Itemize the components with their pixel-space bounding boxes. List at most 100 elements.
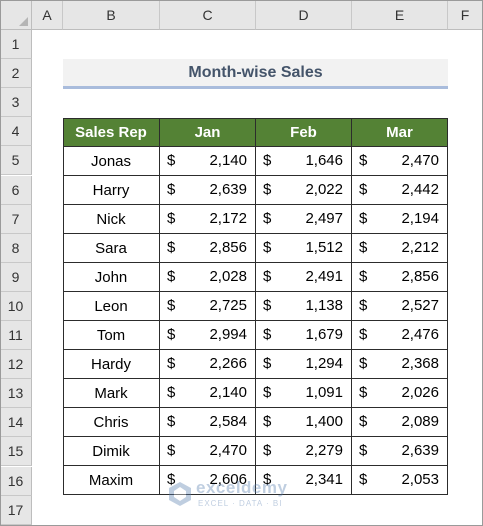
sales-rep-cell[interactable]: Dimik bbox=[63, 437, 160, 466]
mar-sales-cell[interactable]: $2,053 bbox=[352, 466, 448, 495]
sheet-title: Month-wise Sales bbox=[188, 63, 323, 81]
feb-sales-cell[interactable]: $2,022 bbox=[256, 176, 352, 205]
jan-sales-cell[interactable]: $2,140 bbox=[160, 379, 256, 408]
title-underline bbox=[63, 86, 448, 89]
mar-sales-cell[interactable]: $2,476 bbox=[352, 321, 448, 350]
column-header-c[interactable]: C bbox=[160, 0, 256, 30]
row-header-3[interactable]: 3 bbox=[0, 88, 32, 118]
sales-rep-cell[interactable]: Hardy bbox=[63, 350, 160, 379]
feb-sales-cell[interactable]: $2,497 bbox=[256, 205, 352, 234]
sales-value: 2,527 bbox=[401, 297, 439, 314]
column-header-d[interactable]: D bbox=[256, 0, 352, 30]
row-header-16[interactable]: 16 bbox=[0, 466, 32, 496]
mar-sales-cell[interactable]: $2,639 bbox=[352, 437, 448, 466]
sales-value: 2,725 bbox=[209, 297, 247, 314]
feb-sales-cell[interactable]: $1,138 bbox=[256, 292, 352, 321]
feb-sales-cell[interactable]: $2,341 bbox=[256, 466, 352, 495]
sales-rep-cell[interactable]: Tom bbox=[63, 321, 160, 350]
sales-rep-cell[interactable]: Leon bbox=[63, 292, 160, 321]
sales-value: 2,341 bbox=[305, 471, 343, 488]
row-header-4[interactable]: 4 bbox=[0, 117, 32, 147]
row-header-7[interactable]: 7 bbox=[0, 204, 32, 234]
row-header-6[interactable]: 6 bbox=[0, 175, 32, 205]
sales-rep-cell[interactable]: Mark bbox=[63, 379, 160, 408]
feb-sales-cell[interactable]: $1,091 bbox=[256, 379, 352, 408]
feb-sales-cell[interactable]: $2,279 bbox=[256, 437, 352, 466]
row-header-12[interactable]: 12 bbox=[0, 350, 32, 380]
currency-symbol: $ bbox=[167, 471, 176, 488]
sales-rep-cell[interactable]: John bbox=[63, 263, 160, 292]
jan-sales-cell[interactable]: $2,725 bbox=[160, 292, 256, 321]
sales-rep-cell[interactable]: Harry bbox=[63, 176, 160, 205]
sales-rep-cell[interactable]: Sara bbox=[63, 234, 160, 263]
watermark: exceldemy EXCEL · DATA · BI bbox=[168, 478, 318, 512]
jan-sales-cell[interactable]: $2,584 bbox=[160, 408, 256, 437]
column-header-f[interactable]: F bbox=[448, 0, 483, 30]
sales-value: 1,512 bbox=[305, 239, 343, 256]
row-header-10[interactable]: 10 bbox=[0, 291, 32, 321]
feb-sales-cell[interactable]: $1,679 bbox=[256, 321, 352, 350]
jan-sales-cell[interactable]: $2,606 bbox=[160, 466, 256, 495]
table-header-feb[interactable]: Feb bbox=[256, 118, 352, 147]
currency-symbol: $ bbox=[167, 355, 176, 372]
sales-rep-cell[interactable]: Chris bbox=[63, 408, 160, 437]
row-header-17[interactable]: 17 bbox=[0, 495, 32, 525]
mar-sales-cell[interactable]: $2,527 bbox=[352, 292, 448, 321]
mar-sales-cell[interactable]: $2,442 bbox=[352, 176, 448, 205]
currency-symbol: $ bbox=[263, 239, 272, 256]
feb-sales-cell[interactable]: $1,646 bbox=[256, 147, 352, 176]
currency-symbol: $ bbox=[359, 239, 368, 256]
row-header-8[interactable]: 8 bbox=[0, 233, 32, 263]
row-header-14[interactable]: 14 bbox=[0, 408, 32, 438]
sales-value: 2,194 bbox=[401, 210, 439, 227]
row-header-1[interactable]: 1 bbox=[0, 30, 32, 60]
sales-rep-cell[interactable]: Nick bbox=[63, 205, 160, 234]
feb-sales-cell[interactable]: $2,491 bbox=[256, 263, 352, 292]
row-header-11[interactable]: 11 bbox=[0, 321, 32, 351]
column-header-e[interactable]: E bbox=[352, 0, 448, 30]
row-header-13[interactable]: 13 bbox=[0, 379, 32, 409]
currency-symbol: $ bbox=[263, 355, 272, 372]
row-header-15[interactable]: 15 bbox=[0, 437, 32, 467]
sales-value: 2,053 bbox=[401, 471, 439, 488]
jan-sales-cell[interactable]: $2,140 bbox=[160, 147, 256, 176]
column-header-a[interactable]: A bbox=[32, 0, 63, 30]
mar-sales-cell[interactable]: $2,026 bbox=[352, 379, 448, 408]
row-header-2[interactable]: 2 bbox=[0, 59, 32, 89]
table-header-mar[interactable]: Mar bbox=[352, 118, 448, 147]
select-all-corner[interactable] bbox=[0, 0, 32, 30]
table-header-jan[interactable]: Jan bbox=[160, 118, 256, 147]
jan-sales-cell[interactable]: $2,994 bbox=[160, 321, 256, 350]
table-header-sales-rep[interactable]: Sales Rep bbox=[63, 118, 160, 147]
title-cell-background[interactable] bbox=[63, 59, 448, 89]
mar-sales-cell[interactable]: $2,089 bbox=[352, 408, 448, 437]
currency-symbol: $ bbox=[359, 181, 368, 198]
currency-symbol: $ bbox=[359, 210, 368, 227]
jan-sales-cell[interactable]: $2,172 bbox=[160, 205, 256, 234]
feb-sales-cell[interactable]: $1,294 bbox=[256, 350, 352, 379]
mar-sales-cell[interactable]: $2,368 bbox=[352, 350, 448, 379]
sales-rep-cell[interactable]: Maxim bbox=[63, 466, 160, 495]
mar-sales-cell[interactable]: $2,212 bbox=[352, 234, 448, 263]
jan-sales-cell[interactable]: $2,470 bbox=[160, 437, 256, 466]
sales-value: 2,368 bbox=[401, 355, 439, 372]
column-header-b[interactable]: B bbox=[63, 0, 160, 30]
feb-sales-cell[interactable]: $1,400 bbox=[256, 408, 352, 437]
sales-value: 2,994 bbox=[209, 326, 247, 343]
sales-rep-cell[interactable]: Jonas bbox=[63, 147, 160, 176]
jan-sales-cell[interactable]: $2,639 bbox=[160, 176, 256, 205]
jan-sales-cell[interactable]: $2,266 bbox=[160, 350, 256, 379]
row-header-9[interactable]: 9 bbox=[0, 262, 32, 292]
sales-value: 1,294 bbox=[305, 355, 343, 372]
row-header-5[interactable]: 5 bbox=[0, 146, 32, 176]
mar-sales-cell[interactable]: $2,194 bbox=[352, 205, 448, 234]
jan-sales-cell[interactable]: $2,028 bbox=[160, 263, 256, 292]
mar-sales-cell[interactable]: $2,470 bbox=[352, 147, 448, 176]
currency-symbol: $ bbox=[167, 239, 176, 256]
mar-sales-cell[interactable]: $2,856 bbox=[352, 263, 448, 292]
currency-symbol: $ bbox=[359, 442, 368, 459]
sales-value: 1,400 bbox=[305, 413, 343, 430]
jan-sales-cell[interactable]: $2,856 bbox=[160, 234, 256, 263]
feb-sales-cell[interactable]: $1,512 bbox=[256, 234, 352, 263]
